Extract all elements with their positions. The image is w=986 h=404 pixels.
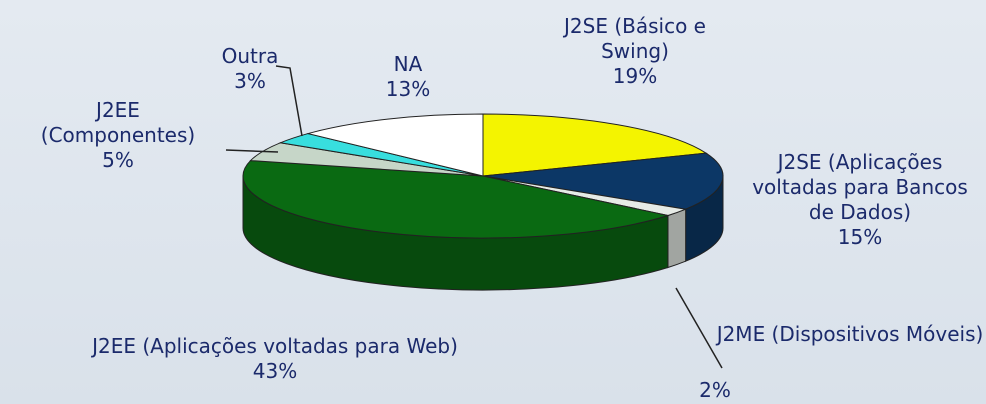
pie — [242, 113, 724, 291]
slice-label: J2EE (Aplicações voltadas para Web) — [92, 334, 458, 358]
slice-label: J2ME (Dispositivos Móveis) — [716, 322, 984, 346]
leader-lines — [225, 65, 723, 369]
value-label: 19% — [612, 64, 658, 88]
leader-line — [675, 287, 723, 369]
slice-label: J2EE (Componentes) — [40, 98, 196, 147]
value-label: 13% — [385, 77, 431, 101]
value-label: 2% — [699, 378, 731, 402]
pie-slice — [306, 113, 484, 177]
value-label: 5% — [102, 148, 134, 172]
value-label: 3% — [234, 69, 266, 93]
pie-slice — [242, 160, 670, 239]
slice-label: J2SE (Aplicações voltadas para Bancos de… — [752, 150, 968, 224]
leader-line — [275, 65, 303, 137]
value-label: 15% — [837, 225, 883, 249]
pie-slice — [482, 113, 708, 177]
slice-label: J2SE (Básico e Swing) — [564, 14, 706, 63]
slice-label: Outra — [221, 44, 279, 68]
pie-side — [667, 208, 687, 269]
pie-slice — [482, 152, 724, 210]
slice-label: NA — [393, 52, 423, 76]
value-label: 43% — [252, 359, 298, 383]
leader-line — [225, 149, 279, 153]
